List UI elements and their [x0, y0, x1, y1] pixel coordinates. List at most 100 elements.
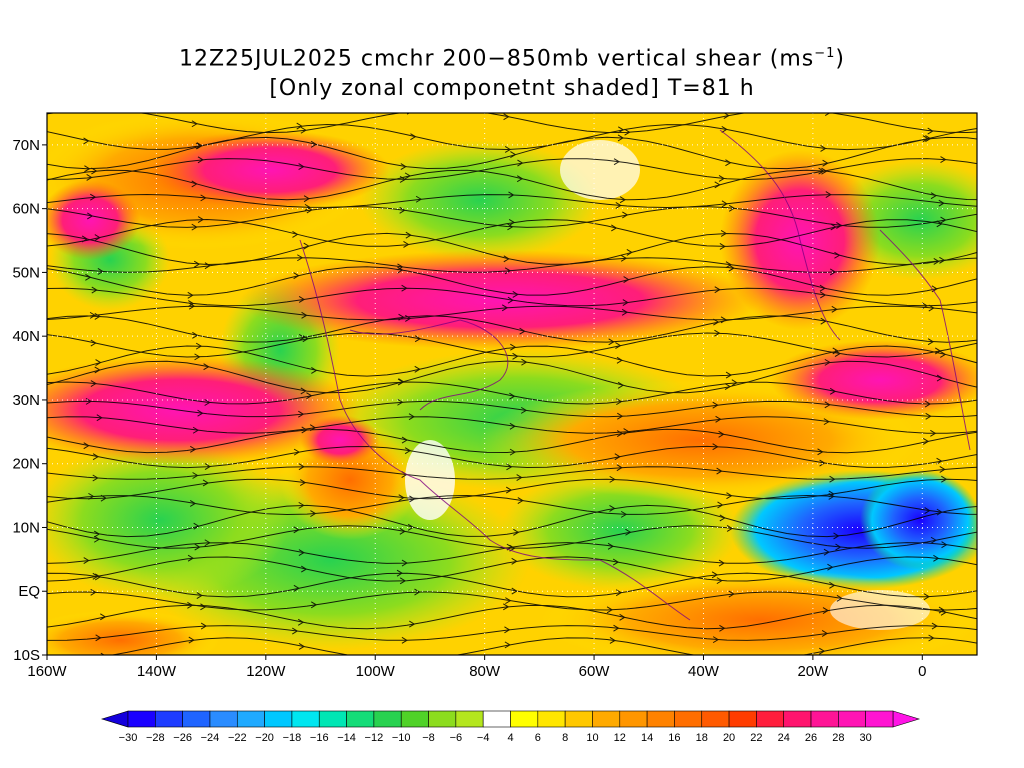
colorbar-label: 24 — [778, 732, 790, 744]
streamline-arrow — [719, 514, 726, 522]
streamline-arrow — [296, 122, 303, 130]
streamline-arrow — [298, 296, 306, 303]
streamline-arrow — [818, 647, 826, 655]
streamline-arrow — [415, 195, 423, 203]
streamline-arrow — [940, 216, 947, 224]
streamline-arrow — [718, 175, 725, 182]
lat-label: EQ — [18, 583, 40, 600]
streamline-arrow — [93, 530, 101, 538]
streamline-arrow — [615, 342, 622, 350]
streamline-arrow — [310, 140, 318, 148]
streamline-arrow — [720, 230, 728, 237]
streamline-arrow — [511, 587, 518, 595]
streamline — [47, 591, 977, 611]
streamline-arrow — [823, 418, 830, 426]
streamline-arrow — [619, 613, 626, 621]
streamline — [109, 637, 977, 655]
lat-label: 30N — [12, 392, 40, 409]
streamline-arrow — [192, 472, 199, 479]
streamline-arrow — [89, 193, 97, 201]
colorbar-label: −20 — [255, 732, 274, 744]
streamline-arrow — [293, 584, 300, 592]
streamline-arrow — [203, 363, 210, 371]
streamline-arrow — [939, 465, 946, 473]
streamline — [47, 478, 977, 500]
streamline-arrow — [414, 335, 422, 343]
streamline-arrow — [716, 577, 723, 585]
streamline-arrow — [92, 474, 99, 482]
colorbar-label: 12 — [614, 732, 626, 744]
streamline-arrow — [941, 541, 948, 549]
streamline-arrow — [819, 284, 826, 292]
streamline-arrow — [930, 536, 937, 544]
streamline-arrow — [714, 329, 721, 337]
streamline-arrow — [90, 588, 97, 596]
streamline-arrow — [928, 634, 935, 642]
shading-field — [47, 113, 977, 655]
streamline-arrow — [719, 243, 726, 250]
colorbar-label: −6 — [450, 732, 463, 744]
streamline-arrow — [724, 383, 732, 391]
streamline-arrow — [200, 194, 207, 202]
streamline-arrow — [95, 634, 102, 642]
streamline-arrow — [191, 180, 198, 188]
streamline-arrow — [617, 126, 625, 134]
streamline-arrow — [622, 211, 629, 219]
streamline-arrow — [924, 507, 931, 515]
streamline-arrow — [200, 603, 207, 611]
streamline — [47, 345, 977, 377]
streamline — [47, 232, 977, 266]
streamline-arrow — [504, 146, 512, 153]
streamline-arrow — [825, 191, 832, 199]
colorbar-swatch — [291, 710, 320, 728]
colorbar-swatch — [646, 710, 675, 728]
streamline-arrow — [401, 559, 408, 567]
streamline-arrow — [404, 172, 412, 180]
streamline-arrow — [197, 156, 204, 164]
streamline-arrow — [726, 492, 733, 500]
colorbar-label: 30 — [860, 732, 872, 744]
streamline-arrow — [509, 448, 517, 456]
streamline-arrow — [512, 291, 519, 298]
streamline-arrow — [714, 181, 721, 189]
streamline-arrow — [517, 159, 524, 167]
streamline-arrow — [725, 159, 732, 167]
streamline-arrow — [297, 618, 305, 626]
colorbar-label: 4 — [507, 732, 513, 744]
streamline-arrow — [621, 308, 629, 316]
lon-label: 0 — [918, 663, 926, 680]
streamline-arrow — [194, 543, 201, 551]
streamline-arrow — [409, 620, 416, 628]
streamline-arrow — [508, 191, 515, 199]
streamline-arrow — [715, 415, 722, 423]
streamline-arrow — [91, 286, 98, 294]
colorbar-min-arrow — [100, 710, 129, 728]
streamline-arrow — [298, 643, 306, 650]
streamline-arrow — [293, 526, 300, 534]
streamline-arrow — [408, 413, 415, 421]
streamline — [47, 193, 977, 209]
colorbar-swatch — [346, 710, 375, 728]
streamline-arrow — [623, 276, 630, 283]
streamline-arrow — [510, 151, 517, 159]
colorbar-swatch — [810, 710, 839, 728]
streamline-arrow — [925, 412, 932, 420]
streamline-arrow — [829, 475, 836, 483]
streamline-arrow — [824, 113, 831, 117]
colorbar-label: 26 — [805, 732, 817, 744]
streamline-arrow — [612, 558, 620, 566]
streamline-arrow — [625, 528, 632, 536]
streamline-arrow — [933, 554, 940, 562]
streamline-arrow — [92, 453, 100, 461]
streamline-arrow — [928, 304, 935, 312]
streamline-arrow — [927, 127, 934, 135]
streamline-arrow — [298, 410, 305, 418]
streamline-arrow — [613, 624, 620, 632]
streamline-arrow — [519, 327, 526, 335]
streamline-arrow — [94, 366, 101, 374]
streamline-arrow — [414, 365, 421, 373]
streamline-arrow — [204, 262, 211, 270]
streamline-arrow — [398, 494, 405, 502]
streamline-arrow — [829, 387, 837, 395]
streamline-arrow — [204, 539, 211, 547]
